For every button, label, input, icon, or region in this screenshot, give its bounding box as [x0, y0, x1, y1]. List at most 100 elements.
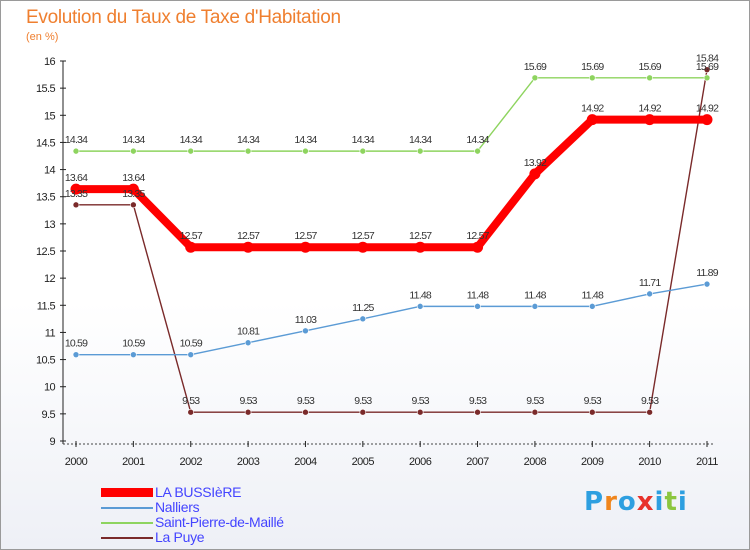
data-label: 9.53 [412, 395, 430, 407]
data-point [414, 241, 426, 253]
data-label: 12.57 [466, 230, 489, 242]
logo-letter: i [677, 487, 688, 517]
data-point [646, 74, 653, 82]
data-point [359, 408, 367, 416]
data-label: 9.53 [297, 395, 315, 407]
y-tick-label: 9.5 [42, 409, 56, 421]
x-tick-label: 2011 [696, 456, 718, 468]
y-tick-label: 16 [44, 56, 56, 68]
data-point [72, 147, 80, 155]
data-label: 11.48 [582, 289, 604, 301]
data-label: 11.48 [409, 289, 431, 301]
x-tick-label: 2008 [524, 456, 547, 468]
data-label: 12.57 [409, 230, 432, 242]
data-label: 15.84 [696, 53, 719, 65]
data-label: 11.89 [696, 267, 718, 279]
y-tick-label: 13.5 [36, 192, 55, 204]
chart-axes: 9 9.5 10 10.5 11 11.5 12 12.5 13 13.5 14 14.5 15 15.5… [36, 56, 719, 468]
data-point [72, 201, 80, 209]
data-label: 11.03 [295, 314, 317, 326]
data-point [302, 147, 309, 155]
data-label: 9.53 [182, 395, 200, 407]
x-tick-label: 2009 [581, 456, 604, 468]
series-line [75, 283, 708, 356]
data-point [242, 241, 254, 253]
data-point [529, 168, 541, 180]
series-3 [72, 66, 711, 416]
data-point [646, 290, 653, 298]
data-point [299, 241, 311, 253]
data-label: 15.69 [524, 61, 547, 73]
data-label: 14.34 [352, 134, 375, 146]
data-point [588, 303, 596, 310]
chart-title: Evolution du Taux de Taxe d'Habitation [26, 7, 341, 28]
data-label: 10.59 [122, 338, 145, 350]
data-label: 14.34 [466, 134, 489, 146]
y-tick-label: 14 [44, 165, 56, 177]
data-point [472, 241, 484, 253]
logo-letter: r [604, 487, 618, 517]
data-point [644, 114, 656, 126]
data-label: 14.34 [294, 134, 317, 146]
data-label: 11.25 [352, 302, 374, 314]
data-point [359, 315, 367, 323]
data-label: 15.69 [696, 61, 719, 73]
series-layer [70, 66, 713, 416]
x-tick-label: 2010 [638, 456, 661, 468]
y-tick-label: 13 [44, 219, 56, 231]
data-point [187, 408, 195, 416]
y-tick-label: 14.5 [36, 137, 55, 149]
data-label: 14.34 [65, 134, 88, 146]
data-point [302, 327, 309, 335]
data-label: 9.53 [469, 395, 487, 407]
logo-letter: o [617, 487, 637, 517]
logo-letter: P [584, 487, 605, 517]
legend-label: La Puye [155, 529, 205, 545]
data-labels: 13.64 13.64 12.57 12.57 12.57 12.57 12.57 12.57… [65, 53, 720, 408]
data-point [701, 114, 713, 126]
x-tick-label: 2003 [237, 456, 260, 468]
data-label: 12.57 [352, 230, 375, 242]
data-label: 13.35 [65, 188, 88, 200]
data-label: 15.69 [638, 61, 661, 73]
data-point [646, 408, 653, 416]
data-point [130, 147, 137, 155]
x-tick-label: 2004 [294, 456, 317, 468]
data-point [703, 74, 711, 82]
data-label: 11.48 [524, 289, 546, 301]
data-point [588, 74, 596, 82]
legend-swatch [101, 522, 153, 524]
line-chart: 9 9.5 10 10.5 11 11.5 12 12.5 13 13.5 14 14.5 15 15.5… [36, 53, 720, 468]
data-label: 14.92 [638, 103, 661, 115]
data-point [703, 280, 711, 288]
y-tick-label: 10 [44, 382, 56, 394]
data-label: 10.81 [237, 326, 260, 338]
legend-swatch [101, 488, 153, 497]
data-label: 9.53 [584, 395, 602, 407]
data-label: 11.71 [639, 277, 661, 289]
data-point [474, 408, 481, 416]
data-point [586, 114, 598, 126]
data-label: 14.34 [237, 134, 260, 146]
data-label: 14.34 [122, 134, 145, 146]
data-point [302, 408, 309, 416]
data-label: 14.34 [180, 134, 203, 146]
data-label: 15.69 [581, 61, 604, 73]
x-tick-label: 2005 [352, 456, 375, 468]
logo-letter: t [664, 487, 678, 517]
data-point [531, 303, 539, 310]
series-line [72, 115, 711, 252]
data-point [703, 66, 711, 73]
series-2 [72, 74, 711, 155]
series-line [75, 68, 708, 413]
data-point [474, 303, 481, 310]
data-point [127, 183, 139, 195]
legend-swatch [101, 537, 153, 539]
data-point [244, 147, 252, 155]
data-point [416, 408, 424, 416]
x-tick-label: 2006 [409, 456, 432, 468]
legend-label: Nalliers [155, 499, 200, 515]
data-label: 10.59 [65, 338, 88, 350]
data-label: 12.57 [237, 230, 260, 242]
